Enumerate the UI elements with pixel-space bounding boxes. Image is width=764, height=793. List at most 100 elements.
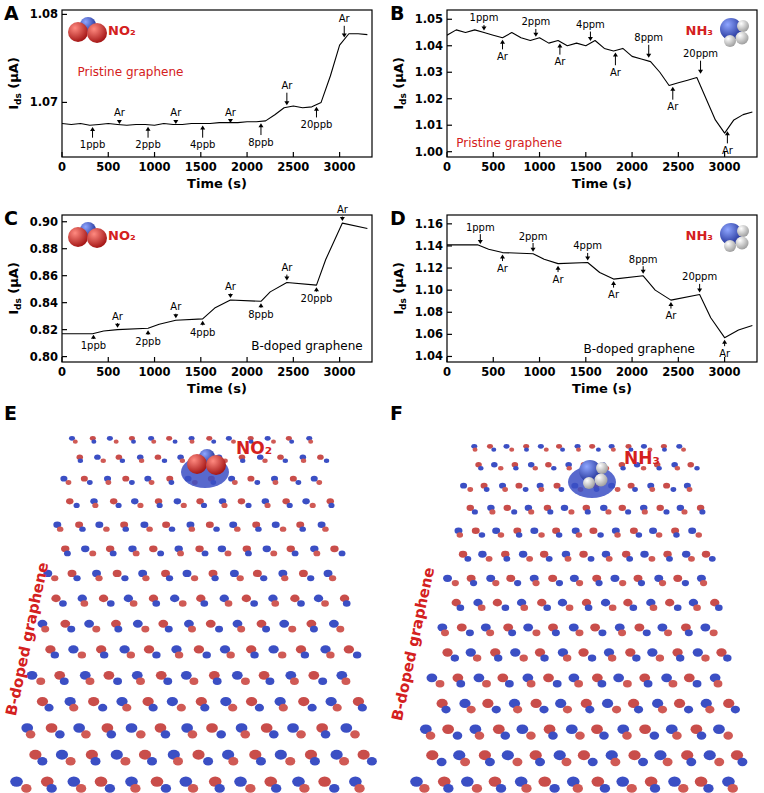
density-lobe	[608, 655, 616, 662]
density-lobe	[508, 629, 516, 636]
arrow-head	[314, 287, 319, 291]
density-lobe	[228, 757, 238, 765]
annotation: Ar	[339, 13, 351, 24]
arrow-head	[258, 303, 263, 307]
label-sub: ds	[398, 298, 408, 310]
density-lobe	[457, 605, 465, 611]
density-lobe	[336, 626, 344, 633]
annotation-arrow	[672, 90, 673, 100]
x-tick-label: 2500	[662, 365, 694, 379]
plot-frame	[62, 10, 372, 157]
x-tick	[631, 152, 632, 157]
density-lobe	[527, 680, 536, 687]
density-lobe	[600, 505, 607, 511]
density-lobe	[503, 556, 510, 562]
density-lobe	[310, 757, 320, 765]
density-lobe	[687, 487, 693, 492]
density-lobe	[177, 551, 184, 557]
density-lobe	[307, 575, 314, 581]
label-part: (μA)	[391, 262, 406, 298]
density-lobe	[104, 671, 115, 680]
density-lobe	[664, 629, 672, 636]
density-lobe	[703, 784, 713, 793]
annotation: 20ppm	[682, 271, 717, 282]
x-tick-label: 500	[96, 160, 120, 174]
density-lobe	[122, 476, 129, 482]
density-lobe	[339, 757, 349, 765]
density-lobe	[632, 655, 640, 662]
density-lobe	[74, 503, 80, 508]
density-lobe	[181, 503, 187, 508]
atom-o	[206, 455, 226, 475]
density-lobe	[107, 730, 117, 738]
annotation: Ar	[170, 301, 182, 312]
density-lobe	[597, 680, 606, 687]
density-lobe	[211, 575, 218, 581]
density-lobe	[216, 730, 226, 738]
y-tick-label: 1.12	[415, 261, 443, 275]
density-lobe	[76, 784, 86, 793]
x-tick	[154, 357, 155, 362]
density-lobe	[681, 509, 687, 514]
arrow-head	[698, 70, 703, 74]
density-lobe	[567, 466, 572, 471]
density-lobe	[218, 545, 226, 552]
density-lobe	[266, 677, 275, 684]
atom-h	[736, 32, 749, 45]
x-tick	[539, 152, 540, 157]
density-lobe	[597, 532, 603, 537]
annotation: Ar	[281, 80, 293, 91]
density-lobe	[64, 551, 71, 557]
density-lobe	[329, 620, 339, 628]
panel-a: A0500100015002000250030001.071.08Time (s…	[4, 2, 372, 191]
density-lobe	[81, 545, 89, 552]
density-lobe	[453, 732, 463, 740]
x-tick-label: 3000	[324, 365, 356, 379]
density-lobe	[68, 645, 78, 653]
annotation: 8ppm	[634, 32, 663, 43]
density-lobe	[682, 551, 690, 558]
y-tick-label: 1.00	[415, 145, 443, 159]
x-tick-label: 1500	[185, 160, 217, 174]
density-lobe	[538, 776, 551, 786]
annotation-arrow	[148, 130, 149, 138]
density-lobe	[479, 532, 485, 537]
density-lobe	[451, 655, 459, 662]
molecule-icon	[68, 17, 107, 43]
density-lobe	[192, 750, 204, 760]
density-lobe	[131, 440, 136, 444]
x-tick	[585, 152, 586, 157]
molecule-label: NH₃	[686, 228, 713, 243]
density-lobe	[618, 629, 626, 636]
annotation: Ar	[497, 51, 509, 62]
density-lobe	[89, 551, 96, 557]
density-lobe	[190, 677, 199, 684]
density-lobe	[262, 626, 270, 633]
density-lobe	[87, 480, 93, 485]
annotation-arrow	[316, 110, 317, 118]
density-lobe	[36, 677, 45, 684]
x-tick-label: 500	[481, 365, 505, 379]
density-lobe	[152, 651, 160, 658]
density-lobe	[287, 723, 299, 733]
density-lobe	[149, 545, 157, 552]
density-lobe	[129, 480, 135, 485]
density-lobe	[486, 556, 493, 562]
density-lobe	[120, 458, 125, 463]
density-lobe	[188, 730, 198, 738]
x-tick	[339, 152, 340, 157]
density-lobe	[585, 706, 594, 714]
density-lobe	[203, 757, 213, 765]
annotation-arrow	[648, 45, 649, 55]
density-lobe	[520, 605, 528, 611]
density-lobe	[674, 699, 685, 708]
density-lobe	[289, 440, 294, 444]
density-lobe	[697, 732, 707, 740]
density-lobe	[532, 580, 539, 586]
density-lobe	[101, 458, 106, 463]
plot-frame	[447, 215, 757, 362]
annotation-arrow	[615, 56, 616, 66]
density-lobe	[519, 551, 527, 558]
density-lobe	[460, 758, 470, 766]
atom-h	[736, 237, 749, 250]
